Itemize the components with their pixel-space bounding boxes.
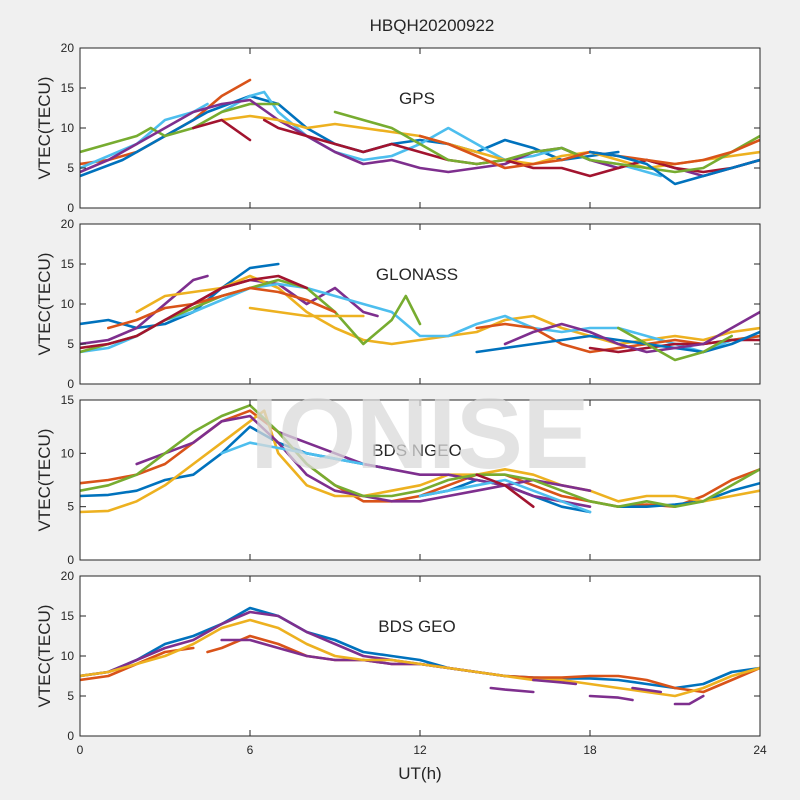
series-line-9 bbox=[418, 478, 592, 514]
series-line-0 bbox=[80, 606, 760, 690]
watermark: IONISE bbox=[251, 378, 590, 490]
y-tick-label: 20 bbox=[61, 569, 75, 583]
y-tick-label: 0 bbox=[67, 553, 74, 567]
subplots: 0 5 10 15 20 VTEC(TECU) GPS 0 5 10 15 20 VTEC(TECU) G… bbox=[35, 41, 767, 757]
y-axis-label: VTEC(TECU) bbox=[35, 253, 54, 356]
y-tick-label: 5 bbox=[67, 337, 74, 351]
series-line-9 bbox=[631, 686, 663, 694]
y-tick-label: 5 bbox=[67, 689, 74, 703]
y-tick-label: 15 bbox=[61, 609, 75, 623]
series-line-13 bbox=[617, 326, 733, 362]
series-line-4 bbox=[80, 282, 760, 354]
y-tick-label: 0 bbox=[67, 377, 74, 391]
y-tick-label: 10 bbox=[61, 297, 75, 311]
series-line-0 bbox=[80, 262, 280, 330]
series-line-6 bbox=[277, 430, 592, 508]
y-tick-label: 15 bbox=[61, 81, 75, 95]
series-line-4 bbox=[80, 102, 280, 154]
x-tick-label: 6 bbox=[247, 743, 254, 757]
x-tick-label: 12 bbox=[413, 743, 427, 757]
y-tick-label: 5 bbox=[67, 161, 74, 175]
series-line-10 bbox=[248, 306, 365, 318]
y-tick-label: 0 bbox=[67, 201, 74, 215]
series-group bbox=[80, 404, 760, 514]
series-line-7 bbox=[192, 118, 252, 142]
series-line-7 bbox=[532, 678, 578, 686]
subplot-3: 0 6 12 18 24 0 5 10 15 20 VTEC(TECU) BDS GEO bbox=[35, 569, 767, 757]
panel-title: BDS GEO bbox=[378, 617, 455, 636]
y-tick-label: 10 bbox=[61, 446, 75, 460]
series-line-7 bbox=[80, 404, 760, 508]
y-axis-label: VTEC(TECU) bbox=[35, 77, 54, 180]
y-tick-label: 10 bbox=[61, 649, 75, 663]
series-group bbox=[80, 606, 760, 706]
y-tick-label: 10 bbox=[61, 121, 75, 135]
series-line-10 bbox=[673, 694, 705, 706]
series-line-8 bbox=[80, 274, 308, 350]
x-axis-label: UT(h) bbox=[398, 764, 441, 783]
series-line-8 bbox=[588, 694, 634, 702]
series-line-9 bbox=[588, 338, 760, 354]
plot-area bbox=[80, 576, 760, 736]
panel-title: BDS NGEO bbox=[372, 441, 462, 460]
y-tick-label: 5 bbox=[67, 500, 74, 514]
series-line-8 bbox=[220, 441, 365, 466]
y-axis-label: VTEC(TECU) bbox=[35, 429, 54, 532]
series-line-5 bbox=[80, 618, 760, 698]
series-line-6 bbox=[220, 114, 760, 170]
series-line-11 bbox=[588, 150, 760, 186]
subplot-1: 0 5 10 15 20 VTEC(TECU) GLONASS bbox=[35, 217, 761, 391]
y-tick-label: 20 bbox=[61, 41, 75, 55]
series-line-12 bbox=[503, 310, 760, 354]
series-line-6 bbox=[489, 686, 535, 694]
panel-title: GLONASS bbox=[376, 265, 458, 284]
x-tick-label: 0 bbox=[77, 743, 84, 757]
series-line-1 bbox=[80, 274, 209, 346]
plot-area bbox=[80, 400, 760, 560]
panel-title: GPS bbox=[399, 89, 435, 108]
plot-area bbox=[80, 224, 760, 384]
series-line-10 bbox=[475, 473, 535, 508]
y-tick-label: 20 bbox=[61, 217, 75, 231]
series-line-11 bbox=[475, 330, 760, 354]
y-tick-label: 0 bbox=[67, 729, 74, 743]
y-tick-label: 15 bbox=[61, 257, 75, 271]
figure-title: HBQH20200922 bbox=[370, 16, 495, 35]
series-line-6 bbox=[107, 286, 337, 330]
series-group bbox=[80, 262, 760, 362]
y-tick-label: 15 bbox=[61, 393, 75, 407]
x-tick-label: 18 bbox=[583, 743, 597, 757]
series-line-4 bbox=[80, 409, 760, 514]
x-tick-label: 24 bbox=[753, 743, 767, 757]
series-group bbox=[80, 78, 760, 186]
subplot-0: 0 5 10 15 20 VTEC(TECU) GPS bbox=[35, 41, 761, 215]
series-line-9 bbox=[333, 110, 760, 174]
plot-area bbox=[80, 48, 760, 208]
y-axis-label: VTEC(TECU) bbox=[35, 605, 54, 708]
subplot-2: 0 5 10 15 VTEC(TECU) BDS NGEO bbox=[35, 393, 761, 567]
